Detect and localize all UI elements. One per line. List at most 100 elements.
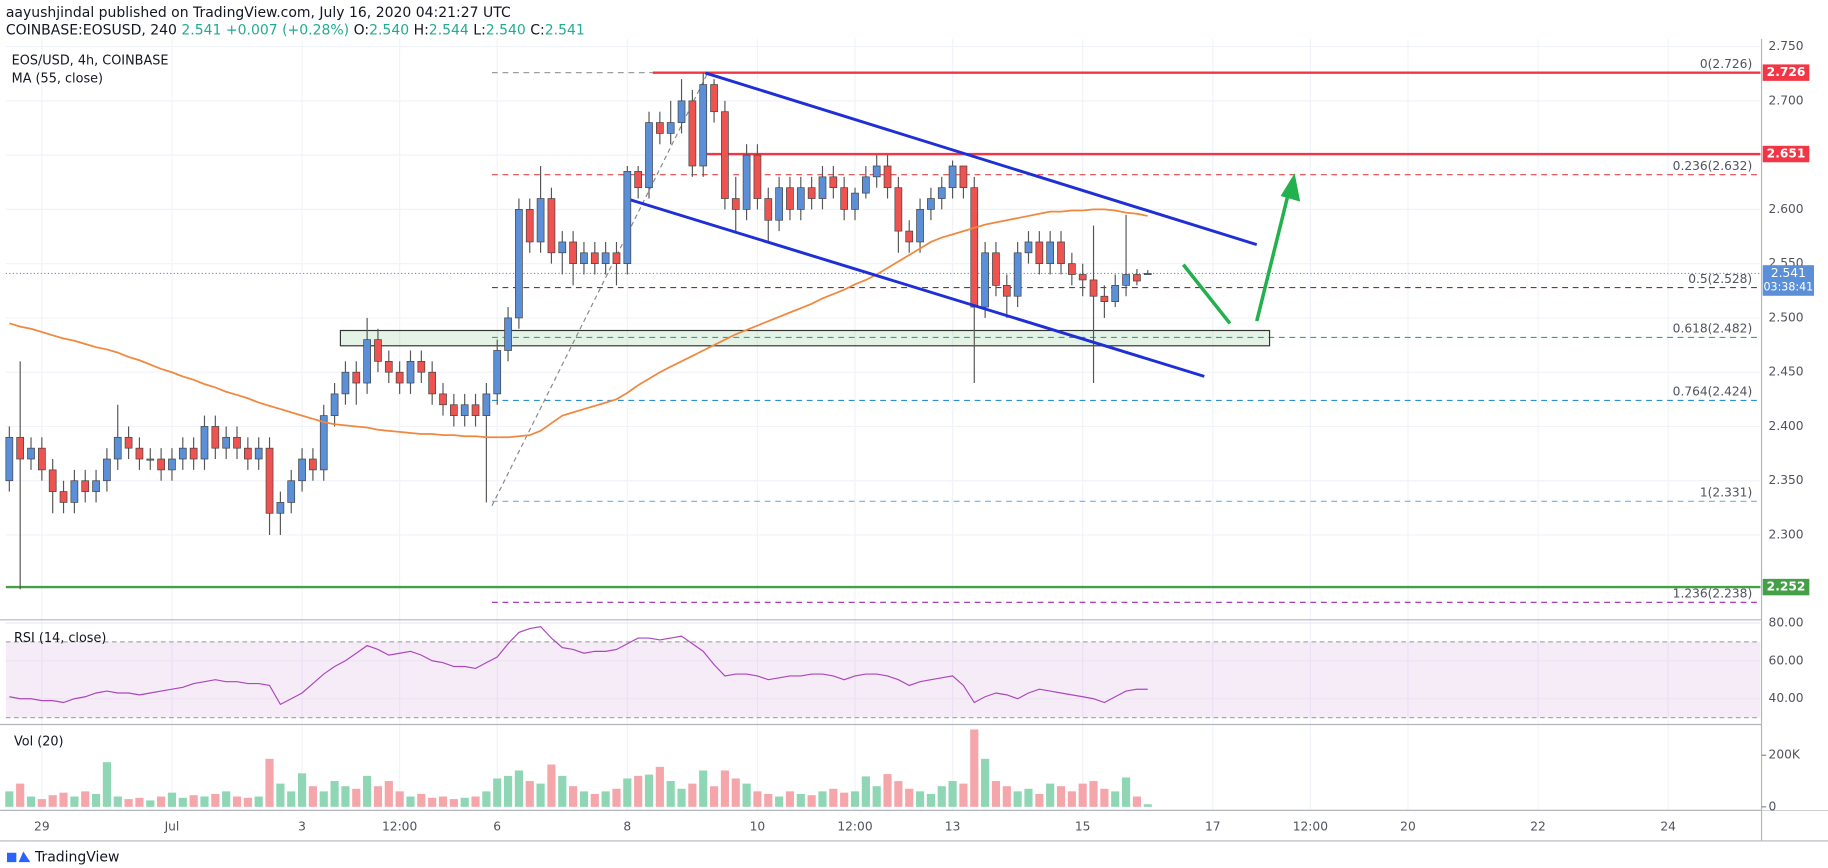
- candle-body: [742, 154, 751, 210]
- fib-label: 0.5(2.528): [1688, 272, 1752, 286]
- candle-body: [493, 350, 502, 395]
- volume-bar: [167, 792, 177, 807]
- volume-bar: [785, 791, 795, 807]
- y-tick-label: 2.350: [1769, 473, 1804, 487]
- candle-body: [1013, 252, 1022, 297]
- y-tick-label: 2.400: [1769, 419, 1804, 433]
- candle-body: [753, 154, 762, 199]
- candle-body: [352, 371, 361, 384]
- volume-bar: [189, 795, 198, 807]
- volume-bar: [428, 797, 437, 807]
- rsi-tick-label: 40.00: [1769, 691, 1804, 705]
- volume-bar: [677, 788, 686, 807]
- volume-bar: [1089, 781, 1098, 807]
- volume-bar: [1046, 783, 1055, 807]
- candle-body: [601, 252, 610, 265]
- symbol: COINBASE:EOSUSD, 240: [6, 23, 177, 39]
- candle-body: [883, 165, 892, 189]
- candle-body: [168, 458, 176, 471]
- volume-bar: [514, 770, 523, 807]
- volume-bar: [297, 773, 307, 807]
- volume-bar: [764, 793, 773, 807]
- candle-body: [309, 458, 317, 471]
- x-tick-label: 29: [34, 819, 50, 833]
- volume-bar: [135, 797, 144, 807]
- volume-bar: [395, 791, 404, 807]
- candle-body: [222, 436, 231, 449]
- volume-bar: [503, 775, 513, 807]
- volume-bar: [634, 775, 643, 807]
- candle-body: [699, 84, 708, 167]
- candle-body: [384, 360, 393, 373]
- fib-layer: 0(2.726) 0.236(2.632) 0.5(2.528) 0.618(2.48…: [5, 57, 1761, 603]
- candle-body: [471, 404, 480, 416]
- candle-body: [1057, 241, 1065, 265]
- volume-bar: [460, 797, 469, 807]
- candle-body: [113, 436, 122, 460]
- volume-bar: [525, 781, 534, 807]
- volume-bar: [146, 800, 155, 807]
- x-tick-label: 6: [493, 819, 501, 833]
- candle-body: [363, 339, 371, 384]
- volume-tick-label: 0: [1769, 799, 1777, 813]
- volume-bar: [709, 786, 719, 807]
- y-tick-label: 2.750: [1769, 39, 1804, 53]
- volume-bar: [536, 783, 545, 807]
- candle-body: [16, 436, 25, 460]
- candle-body: [731, 198, 740, 210]
- candles: [5, 72, 1152, 807]
- channel-lower: [630, 198, 1205, 378]
- candle-body: [1133, 274, 1141, 282]
- candle-body: [211, 426, 220, 449]
- volume-bar: [48, 795, 57, 807]
- x-tick-label: 15: [1075, 819, 1091, 833]
- candle-body: [5, 436, 14, 482]
- candle-body: [330, 393, 339, 416]
- volume-bar: [482, 791, 491, 807]
- quote-line: COINBASE:EOSUSD, 240 2.541 +0.007 (+0.28…: [6, 23, 585, 39]
- volume-bar: [840, 792, 849, 807]
- rsi-band: [5, 641, 1761, 718]
- volume-bar: [243, 797, 252, 807]
- candle-body: [656, 122, 664, 134]
- volume-bar: [612, 788, 621, 807]
- x-tick-label: 10: [750, 819, 766, 833]
- volume-bar: [1024, 788, 1033, 807]
- volume-bar: [330, 781, 339, 807]
- publisher: aayushjindal: [6, 5, 94, 21]
- volume-bar: [579, 791, 589, 807]
- volume-bar: [124, 799, 133, 807]
- ohlc-key: L:: [473, 23, 486, 39]
- candle-body: [937, 187, 946, 199]
- candle-body: [1024, 241, 1033, 254]
- volume-bar: [81, 791, 90, 807]
- candle-body: [580, 252, 588, 265]
- rsi-tick-label: 80.00: [1769, 615, 1804, 629]
- candle-body: [276, 502, 285, 514]
- volume-bar: [807, 795, 816, 807]
- volume-bar: [1067, 791, 1076, 807]
- volume-bar: [601, 791, 610, 807]
- volume-bar: [731, 778, 740, 807]
- candle-body: [1068, 263, 1076, 275]
- volume-bar: [981, 758, 990, 807]
- change: +0.007 (+0.28%): [226, 23, 349, 39]
- chart-title: EOS/USD, 4h, COINBASE: [12, 54, 169, 69]
- candle-body: [916, 209, 924, 243]
- y-tick-label: 2.600: [1769, 202, 1804, 216]
- volume-bar: [308, 786, 317, 807]
- candle-body: [862, 176, 870, 194]
- volume-bar: [1111, 791, 1120, 807]
- volume-bar: [16, 783, 25, 807]
- ohlc-value: 2.541: [545, 23, 585, 39]
- candle-body: [244, 447, 252, 460]
- candle-body: [124, 436, 133, 449]
- volume-bar: [363, 775, 372, 807]
- volume-bar: [590, 793, 599, 807]
- last-price-tag: [1762, 265, 1815, 296]
- candle-body: [710, 84, 718, 113]
- countdown: 03:38:41: [1764, 281, 1814, 294]
- candle-body: [450, 404, 458, 416]
- channel-upper: [704, 71, 1258, 247]
- candle-body: [406, 360, 415, 384]
